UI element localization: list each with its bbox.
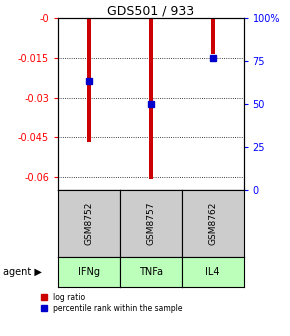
Text: IL4: IL4 <box>205 267 220 277</box>
Text: TNFa: TNFa <box>139 267 163 277</box>
Text: GSM8762: GSM8762 <box>208 202 217 245</box>
Text: agent ▶: agent ▶ <box>3 267 42 277</box>
Text: GSM8757: GSM8757 <box>146 202 155 245</box>
Legend: log ratio, percentile rank within the sample: log ratio, percentile rank within the sa… <box>41 293 182 313</box>
Title: GDS501 / 933: GDS501 / 933 <box>107 4 194 17</box>
Bar <box>211 18 215 54</box>
Text: GSM8752: GSM8752 <box>84 202 93 245</box>
Bar <box>149 18 153 179</box>
Bar <box>87 18 91 142</box>
Text: IFNg: IFNg <box>78 267 100 277</box>
